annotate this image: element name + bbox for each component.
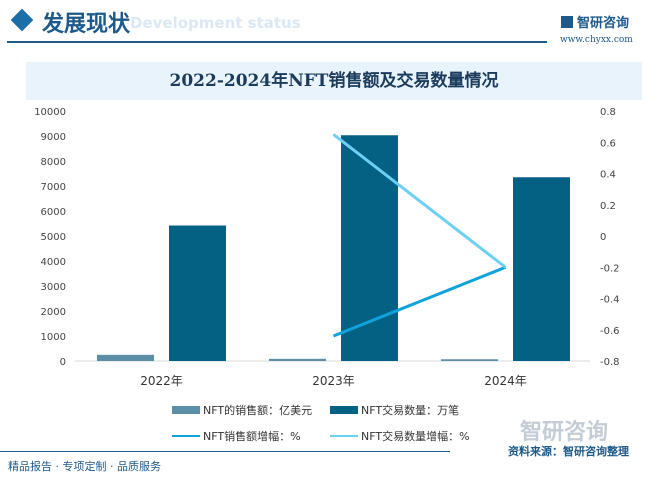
- legend-line: [172, 435, 200, 437]
- legend-item-trades-growth: NFT交易数量增幅：%: [330, 428, 470, 444]
- header-divider: [7, 41, 547, 43]
- legend-item-sales-growth: NFT销售额增幅：%: [172, 428, 301, 444]
- right-axis-tick: 0.2: [600, 201, 616, 212]
- left-axis-tick: 8000: [41, 157, 66, 168]
- left-axis-tick: 9000: [41, 132, 66, 143]
- bar-sales: [97, 354, 154, 361]
- header-subtitle: Development status: [130, 14, 301, 32]
- left-axis-tick: 3000: [41, 282, 66, 293]
- bar-trades: [513, 177, 570, 361]
- footer-divider: [0, 451, 450, 452]
- line-trades-growth: [332, 133, 507, 269]
- legend-line: [330, 435, 358, 437]
- title-band: [26, 62, 642, 100]
- legend-label: NFT销售额增幅：%: [203, 430, 301, 443]
- line-sales-growth: [332, 265, 507, 338]
- brand-url: www.chyxx.com: [560, 35, 633, 45]
- bar-trades: [169, 225, 226, 361]
- right-axis-tick: -0.8: [600, 357, 620, 368]
- legend-label: NFT交易数量增幅：%: [361, 430, 470, 443]
- left-axis-tick: 2000: [41, 307, 66, 318]
- legend-label: NFT的销售额：亿美元: [203, 404, 313, 417]
- brand-logo: 智研咨询: [561, 12, 629, 31]
- right-axis-tick: 0.8: [600, 107, 616, 118]
- watermark-logo: 智研咨询: [520, 420, 609, 445]
- source-note: 资料来源：智研咨询整理: [508, 445, 629, 458]
- legend-label: NFT交易数量：万笔: [361, 404, 460, 417]
- right-axis-tick: 0.4: [600, 170, 616, 181]
- brand-name: 智研咨询: [577, 16, 630, 31]
- left-axis-tick: 7000: [41, 182, 66, 193]
- right-axis-tick: -0.6: [600, 326, 620, 337]
- legend-swatch: [172, 406, 200, 414]
- right-axis-tick: 0: [600, 232, 606, 243]
- legend-item-trades: NFT交易数量：万笔: [330, 402, 459, 418]
- x-axis-tick: 2023年: [312, 374, 355, 388]
- header-title: 发展现状: [42, 12, 131, 37]
- chart-title: 2022-2024年NFT销售额及交易数量情况: [169, 71, 499, 91]
- right-axis-tick: 0.6: [600, 138, 616, 149]
- right-axis-tick: -0.4: [600, 295, 620, 306]
- left-axis-tick: 10000: [34, 107, 66, 118]
- legend-swatch: [330, 406, 358, 414]
- footer-tagline: 精品报告 · 专项定制 · 品质服务: [8, 460, 161, 473]
- x-axis-tick: 2024年: [484, 374, 527, 388]
- left-axis-tick: 0: [60, 357, 66, 368]
- bar-trades: [341, 135, 398, 361]
- legend-item-sales: NFT的销售额：亿美元: [172, 402, 312, 418]
- x-axis-tick: 2022年: [140, 374, 183, 388]
- left-axis-tick: 4000: [41, 257, 66, 268]
- left-axis-tick: 1000: [41, 332, 66, 343]
- right-axis-tick: -0.2: [600, 263, 620, 274]
- bar-sales: [441, 359, 498, 361]
- left-axis-tick: 5000: [41, 232, 66, 243]
- bar-sales: [269, 358, 326, 361]
- left-axis-tick: 6000: [41, 207, 66, 218]
- brand-logo-icon: [561, 16, 573, 28]
